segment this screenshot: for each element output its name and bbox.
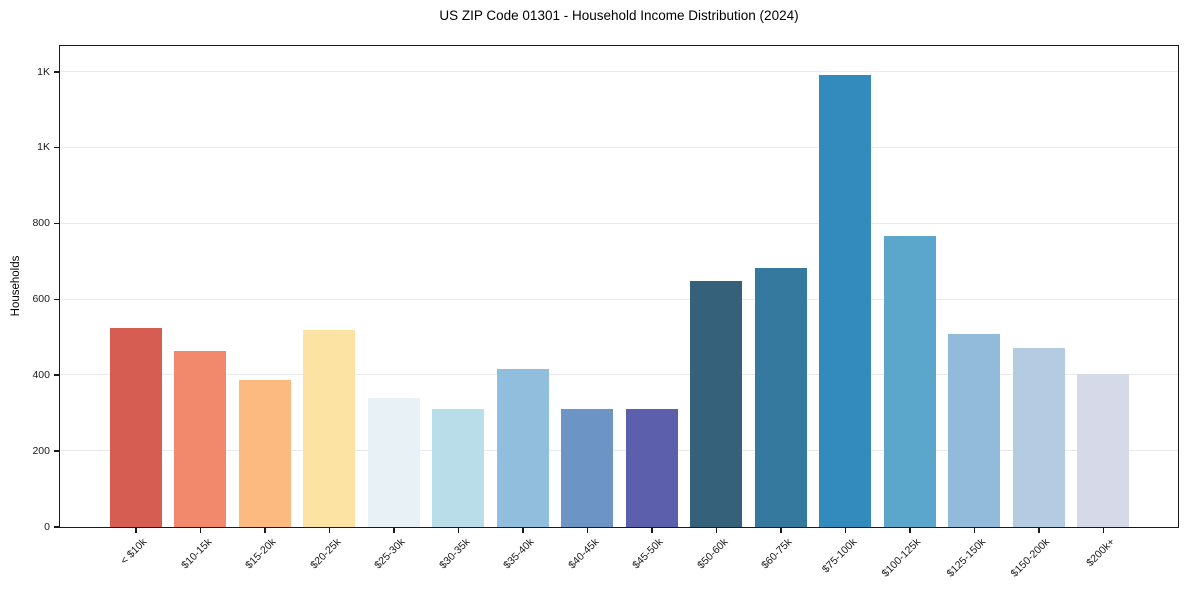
y-tick-label: 400 [32,368,50,381]
y-tick-mark [54,374,59,376]
x-tick-label: $35-40k [501,536,537,572]
y-tick-mark [54,298,59,300]
x-tick-label: $60-75k [759,536,795,572]
bar [238,379,291,527]
y-tick-label: 200 [32,444,50,457]
y-tick-label: 600 [32,293,50,305]
y-tick-mark [54,71,59,73]
y-tick-label: 800 [32,217,50,230]
x-tick-mark [328,528,331,533]
x-tick-mark [844,528,847,533]
x-tick-mark [393,528,395,533]
x-tick-label: $125-150k [944,536,988,580]
bar [303,329,355,527]
gridline [60,222,1178,224]
y-tick-label: 0 [44,520,50,533]
gridline [60,146,1178,148]
x-tick-mark [199,528,202,533]
bar [561,409,613,527]
x-tick-label: $75-100k [819,536,859,576]
x-tick-mark [715,528,718,533]
x-tick-label: $200k+ [1083,536,1117,570]
y-tick-mark [54,450,59,452]
x-tick-mark [651,528,653,533]
x-tick-label: < $10k [118,536,150,567]
x-tick-label: $15-20k [243,536,279,572]
x-tick-label: $10-15k [178,536,214,572]
x-tick-label: $150-200k [1008,536,1053,580]
bar [754,268,807,527]
x-tick-label: $45-50k [630,536,666,572]
plot-area [59,45,1179,528]
gridline [60,71,1178,73]
x-tick-label: $20-25k [307,536,343,572]
bar [432,408,484,527]
y-tick-mark [54,526,59,528]
x-tick-mark [586,528,589,533]
x-tick-label: $40-45k [565,536,601,572]
bar [367,397,420,527]
x-tick-mark [1038,528,1040,533]
x-tick-label: $100-125k [879,536,924,580]
y-tick-mark [54,222,59,225]
x-tick-mark [909,528,911,533]
x-tick-mark [973,528,976,533]
y-axis-label: Households [10,255,22,317]
bar [819,75,871,527]
bar [109,328,162,527]
bar [496,368,549,527]
bar [1077,373,1129,527]
bar [948,333,1000,527]
x-tick-mark [457,528,460,533]
x-tick-label: $30-35k [436,536,472,572]
gridline [60,450,1178,452]
x-tick-mark [780,528,782,533]
y-tick-mark [54,146,59,149]
gridline [60,298,1178,300]
gridline [60,374,1178,376]
bar [1012,348,1065,527]
y-tick-label: 1K [37,65,50,78]
bar [690,281,742,527]
bar [883,236,936,527]
x-tick-mark [1102,528,1105,533]
x-tick-mark [135,528,137,533]
x-tick-label: $50-60k [694,536,730,572]
chart-title: US ZIP Code 01301 - Household Income Dis… [439,8,799,23]
bar [625,409,678,527]
y-tick-label: 1K [37,141,50,154]
x-tick-mark [264,528,266,533]
x-tick-mark [522,528,524,533]
bar [174,350,226,527]
x-tick-label: $25-30k [372,536,408,572]
